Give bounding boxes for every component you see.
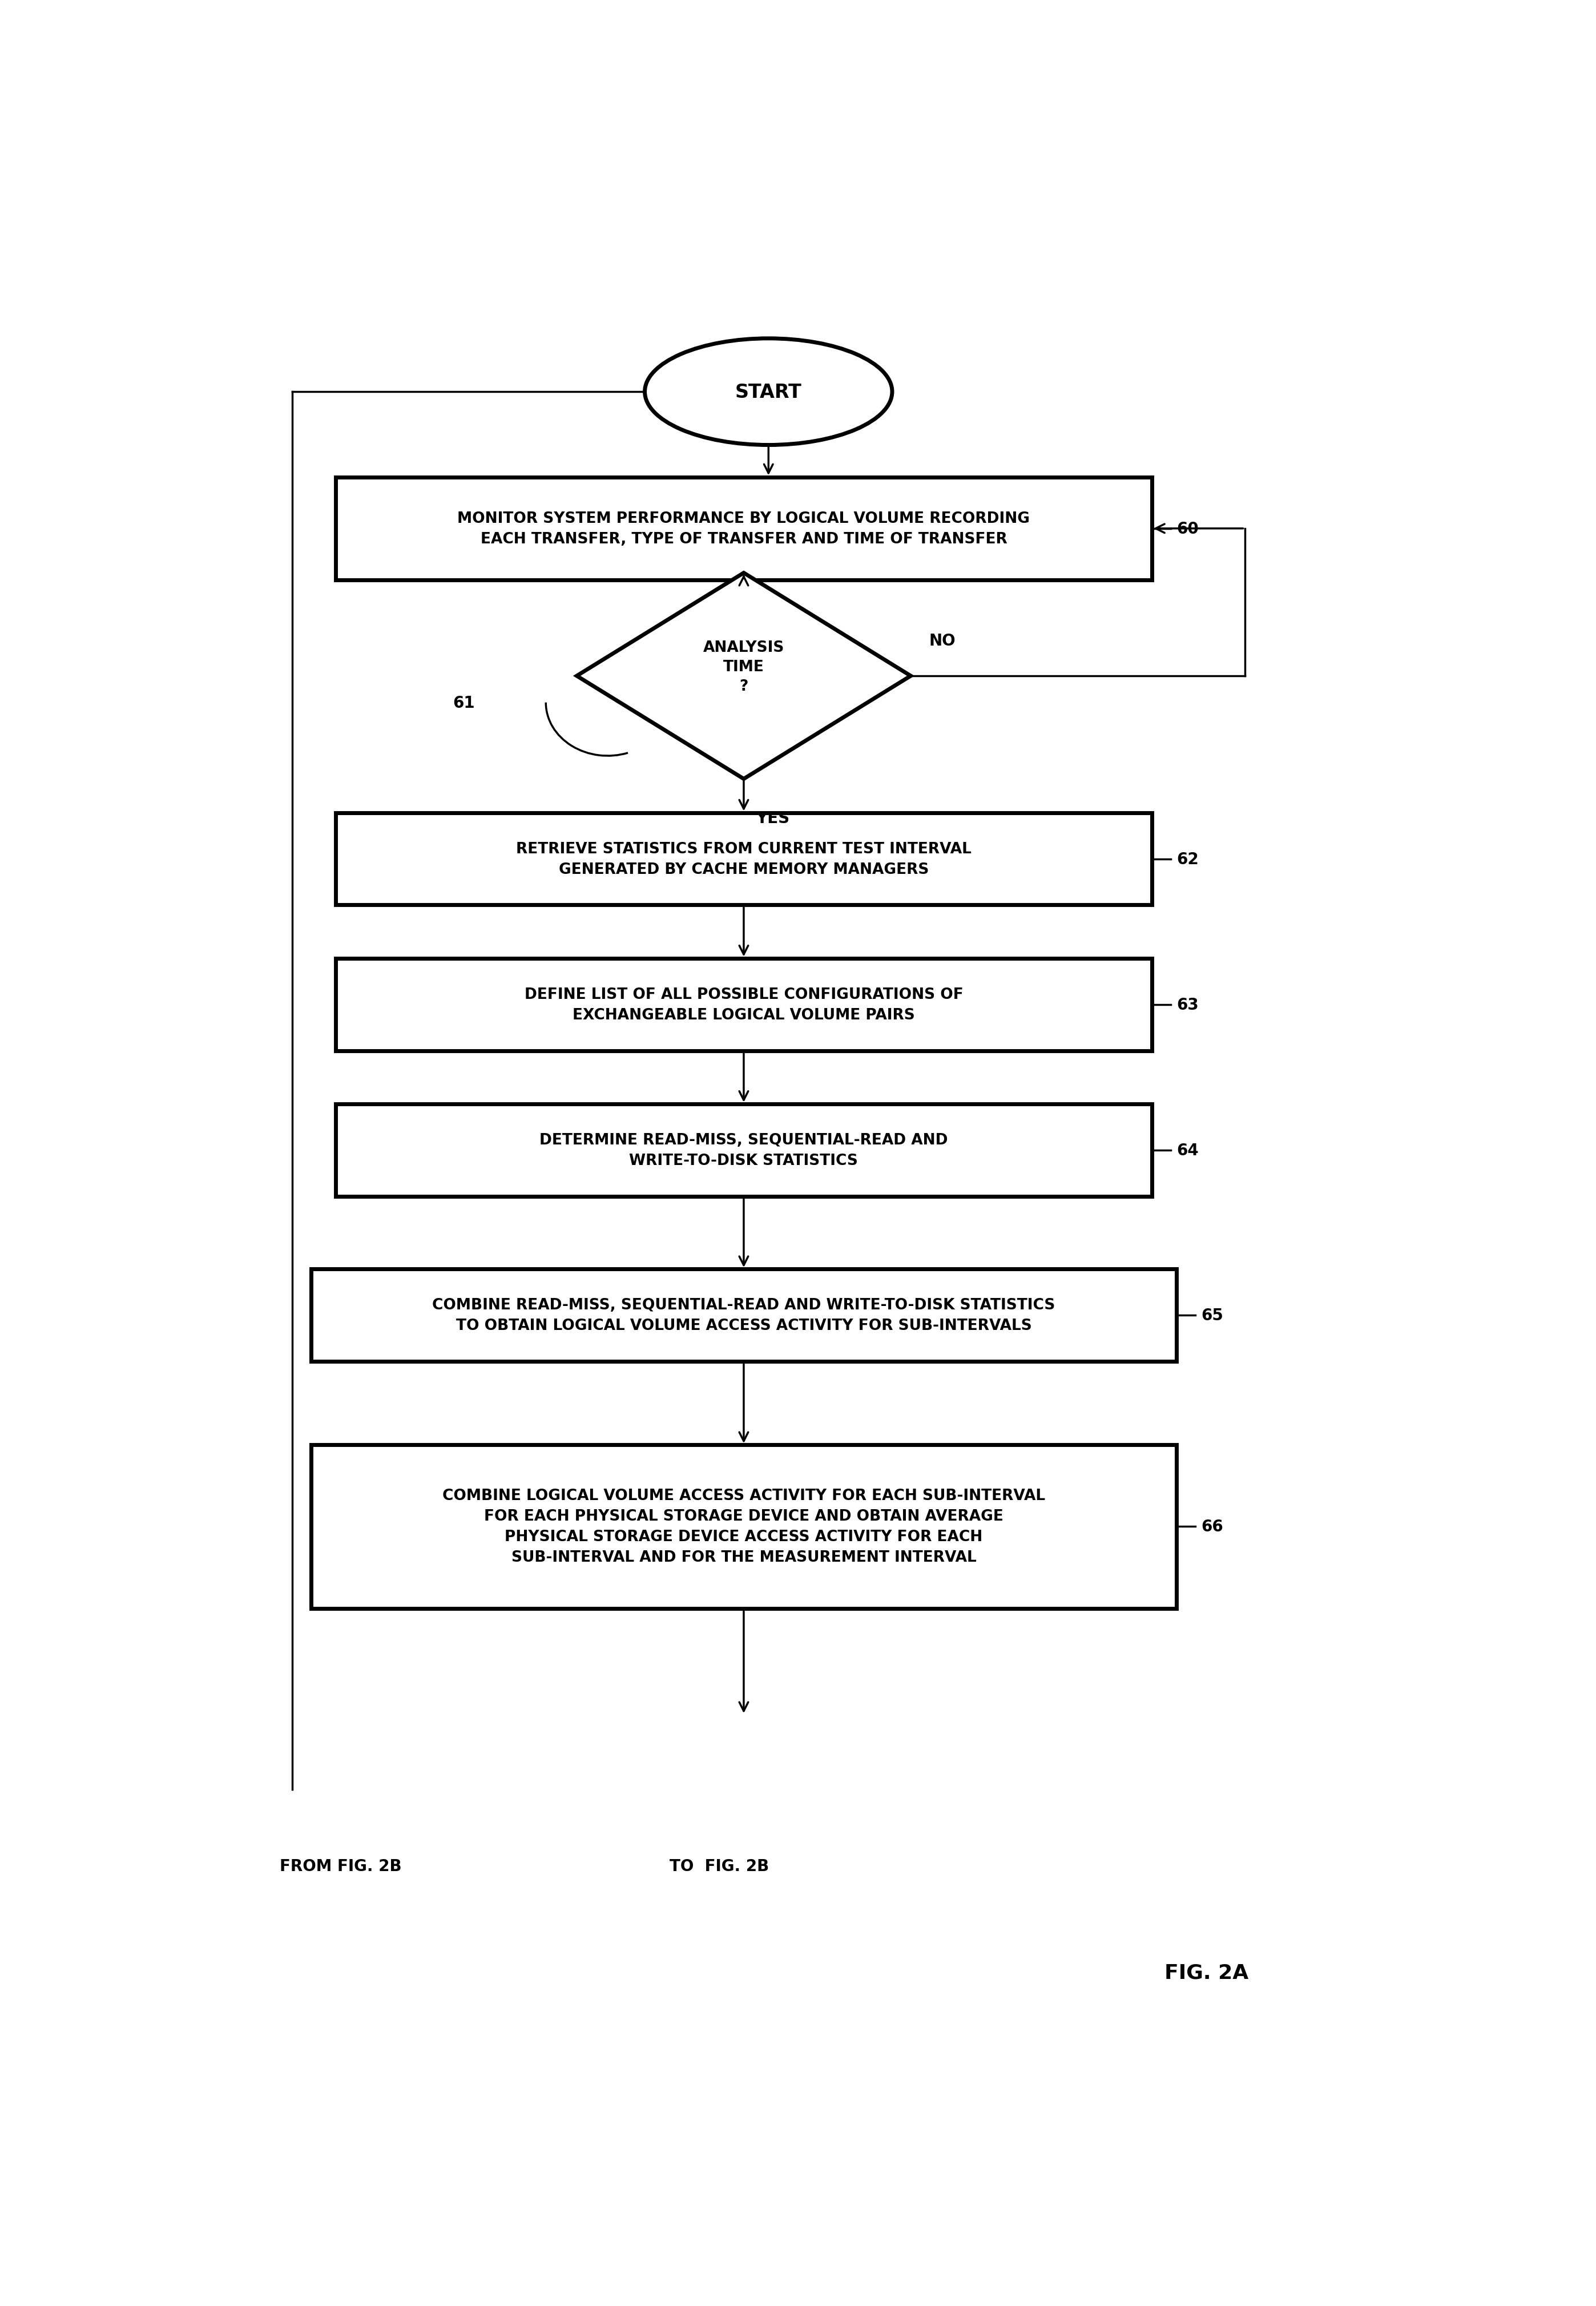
Bar (311, 1446, 1176, 1610)
Text: 63: 63 (1176, 996, 1199, 1012)
Text: 65: 65 (1202, 1308, 1224, 1324)
Text: 62: 62 (1176, 851, 1199, 867)
Text: COMBINE READ-MISS, SEQUENTIAL-READ AND WRITE-TO-DISK STATISTICS
TO OBTAIN LOGICA: COMBINE READ-MISS, SEQUENTIAL-READ AND W… (433, 1298, 1055, 1333)
Text: ANALYSIS
TIME
?: ANALYSIS TIME ? (704, 641, 784, 694)
Text: DEFINE LIST OF ALL POSSIBLE CONFIGURATIONS OF
EXCHANGEABLE LOGICAL VOLUME PAIRS: DEFINE LIST OF ALL POSSIBLE CONFIGURATIO… (525, 987, 962, 1022)
Bar (335, 1105, 1152, 1197)
Text: 66: 66 (1202, 1520, 1224, 1536)
Text: NO: NO (929, 632, 956, 648)
Text: YES: YES (757, 809, 790, 826)
Text: FROM FIG. 2B: FROM FIG. 2B (279, 1859, 402, 1875)
Text: FIG. 2A: FIG. 2A (1165, 1962, 1248, 1983)
Bar (311, 1268, 1176, 1361)
Text: RETRIEVE STATISTICS FROM CURRENT TEST INTERVAL
GENERATED BY CACHE MEMORY MANAGER: RETRIEVE STATISTICS FROM CURRENT TEST IN… (516, 842, 972, 876)
Polygon shape (576, 574, 911, 779)
Bar (335, 959, 1152, 1052)
Text: DETERMINE READ-MISS, SEQUENTIAL-READ AND
WRITE-TO-DISK STATISTICS: DETERMINE READ-MISS, SEQUENTIAL-READ AND… (539, 1132, 948, 1169)
Text: COMBINE LOGICAL VOLUME ACCESS ACTIVITY FOR EACH SUB-INTERVAL
FOR EACH PHYSICAL S: COMBINE LOGICAL VOLUME ACCESS ACTIVITY F… (442, 1487, 1045, 1566)
Text: MONITOR SYSTEM PERFORMANCE BY LOGICAL VOLUME RECORDING
EACH TRANSFER, TYPE OF TR: MONITOR SYSTEM PERFORMANCE BY LOGICAL VO… (458, 512, 1029, 547)
Text: 60: 60 (1176, 521, 1199, 537)
Text: 64: 64 (1176, 1141, 1199, 1158)
Bar (335, 814, 1152, 906)
Text: 61: 61 (453, 694, 476, 710)
Ellipse shape (645, 339, 892, 445)
Text: TO  FIG. 2B: TO FIG. 2B (670, 1859, 769, 1875)
Bar (335, 477, 1152, 581)
Text: START: START (736, 383, 801, 401)
